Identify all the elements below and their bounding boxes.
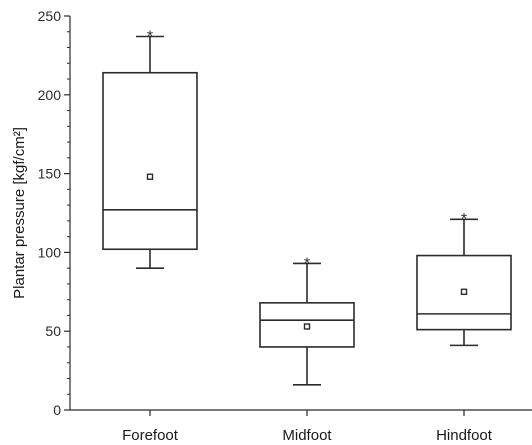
mean-marker — [460, 288, 468, 295]
y-tick-label: 100 — [38, 244, 62, 260]
box-group-midfoot: Midfoot * — [259, 255, 355, 444]
outlier-marker: * — [147, 28, 153, 45]
interquartile-box — [259, 302, 355, 348]
outlier-marker: * — [304, 255, 310, 272]
x-category-label: Hindfoot — [436, 427, 493, 444]
axes-layer — [69, 16, 532, 411]
box-group-forefoot: Forefoot * — [102, 28, 198, 444]
box-group-hindfoot: Hindfoot * — [416, 211, 512, 444]
x-category-label: Midfoot — [282, 427, 332, 444]
ticks-layer: 0 50 100 150 200 250 — [38, 8, 70, 418]
mean-marker — [303, 323, 311, 330]
mean-marker — [146, 173, 154, 180]
y-tick-label: 150 — [38, 166, 62, 182]
interquartile-box — [102, 71, 198, 251]
y-axis-title: Plantar pressure [kgf/cm²] — [11, 127, 28, 299]
y-tick-label: 0 — [53, 402, 61, 418]
outlier-marker: * — [461, 211, 467, 228]
x-category-label: Forefoot — [122, 427, 179, 444]
y-tick-label: 250 — [38, 8, 62, 24]
interquartile-box — [416, 254, 512, 331]
y-tick-label: 200 — [38, 87, 62, 103]
y-tick-label: 50 — [45, 323, 61, 339]
boxes-layer: Forefoot * Midfoot * Hindfoot * — [102, 28, 512, 444]
